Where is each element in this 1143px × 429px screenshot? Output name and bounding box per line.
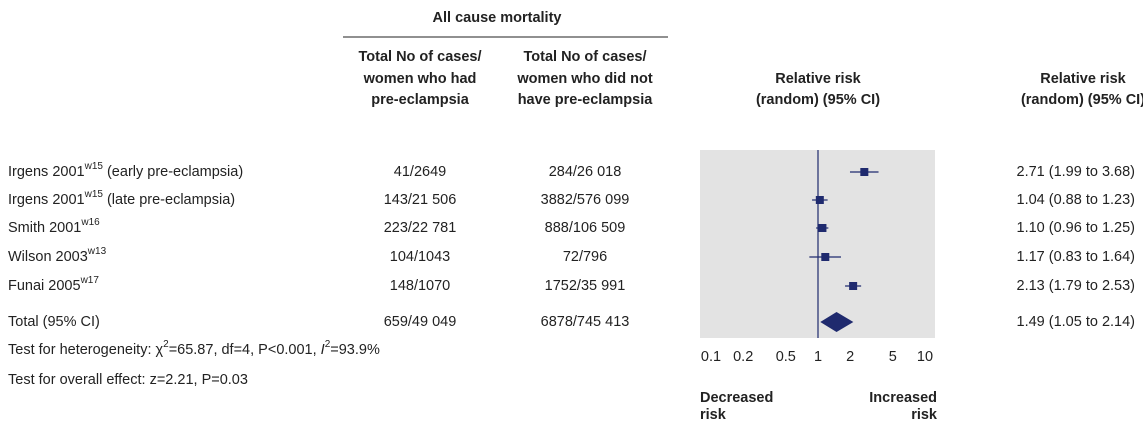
point-estimate bbox=[860, 168, 869, 176]
column-header: Relative risk bbox=[775, 71, 861, 87]
study-ref: w15 bbox=[84, 161, 104, 172]
study-ref: w15 bbox=[84, 189, 104, 200]
study-label: Irgens 2001w15 (early pre-eclampsia) bbox=[8, 161, 243, 180]
cases-pe: 148/1070 bbox=[390, 278, 450, 294]
column-header: Total No of cases/ bbox=[523, 49, 646, 65]
x-tick-label: 0.2 bbox=[733, 349, 753, 365]
x-tick-label: 5 bbox=[889, 349, 897, 365]
study-name: Wilson 2003 bbox=[8, 249, 88, 265]
x-tick-label: 0.5 bbox=[776, 349, 796, 365]
heterogeneity-part: 2 bbox=[163, 339, 169, 350]
column-header: pre-eclampsia bbox=[371, 92, 469, 108]
x-tick-label: 0.1 bbox=[701, 349, 721, 365]
study-ref: w13 bbox=[87, 246, 107, 257]
left-axis-label: Decreased bbox=[700, 390, 773, 406]
cases-no: 284/26 018 bbox=[549, 164, 622, 180]
cases-no: 3882/576 099 bbox=[541, 192, 630, 208]
heterogeneity-part: =93.9% bbox=[330, 342, 380, 358]
study-ref: w17 bbox=[80, 275, 100, 286]
x-tick-label: 2 bbox=[846, 349, 854, 365]
total-label: Total (95% CI) bbox=[8, 314, 100, 330]
study-note: (early pre-eclampsia) bbox=[103, 164, 243, 180]
study-label: Smith 2001w16 bbox=[8, 217, 100, 236]
column-header: Relative risk bbox=[1040, 71, 1126, 87]
rr-label: 2.13 (1.79 to 2.53) bbox=[1017, 278, 1136, 294]
study-label: Funai 2005w17 bbox=[8, 275, 99, 294]
group-header: All cause mortality bbox=[433, 10, 562, 26]
heterogeneity-part: I bbox=[321, 342, 325, 358]
cases-no: 1752/35 991 bbox=[545, 278, 626, 294]
heterogeneity-part: =65.87, df=4, P<0.001, bbox=[169, 342, 321, 358]
cases-no: 72/796 bbox=[563, 249, 607, 265]
cases-pe: 104/1043 bbox=[390, 249, 450, 265]
x-tick-label: 1 bbox=[814, 349, 822, 365]
study-ref: w16 bbox=[80, 217, 100, 228]
total-cases-no: 6878/745 413 bbox=[541, 314, 630, 330]
point-estimate bbox=[815, 196, 824, 204]
column-header: (random) (95% CI) bbox=[756, 92, 880, 108]
study-label: Wilson 2003w13 bbox=[8, 246, 107, 265]
column-header: have pre-eclampsia bbox=[518, 92, 654, 108]
point-estimate bbox=[849, 282, 858, 290]
x-tick-label: 10 bbox=[917, 349, 933, 365]
study-name: Irgens 2001 bbox=[8, 164, 85, 180]
right-axis-label: risk bbox=[911, 407, 938, 423]
heterogeneity-part: 2 bbox=[325, 339, 331, 350]
study-name: Irgens 2001 bbox=[8, 192, 85, 208]
point-estimate bbox=[818, 224, 827, 232]
rr-label: 2.71 (1.99 to 3.68) bbox=[1017, 164, 1136, 180]
total-diamond bbox=[820, 312, 854, 332]
overall-effect: Test for overall effect: z=2.21, P=0.03 bbox=[8, 372, 248, 388]
cases-no: 888/106 509 bbox=[545, 220, 626, 236]
study-note: (late pre-eclampsia) bbox=[103, 192, 235, 208]
column-header: (random) (95% CI) bbox=[1021, 92, 1143, 108]
cases-pe: 143/21 506 bbox=[384, 192, 457, 208]
column-header: women who did not bbox=[516, 71, 652, 87]
total-cases-pe: 659/49 049 bbox=[384, 314, 457, 330]
point-estimate bbox=[821, 253, 830, 261]
total-rr-label: 1.49 (1.05 to 2.14) bbox=[1017, 314, 1136, 330]
column-header: Total No of cases/ bbox=[358, 49, 481, 65]
study-label: Irgens 2001w15 (late pre-eclampsia) bbox=[8, 189, 235, 208]
cases-pe: 223/22 781 bbox=[384, 220, 457, 236]
rr-label: 1.17 (0.83 to 1.64) bbox=[1017, 249, 1136, 265]
rr-label: 1.04 (0.88 to 1.23) bbox=[1017, 192, 1136, 208]
heterogeneity-part: Test for heterogeneity: χ bbox=[8, 342, 163, 358]
study-name: Funai 2005 bbox=[8, 278, 81, 294]
left-axis-label: risk bbox=[700, 407, 727, 423]
study-name: Smith 2001 bbox=[8, 220, 81, 236]
heterogeneity: Test for heterogeneity: χ2=65.87, df=4, … bbox=[8, 339, 380, 358]
column-header: women who had bbox=[363, 71, 477, 87]
rr-label: 1.10 (0.96 to 1.25) bbox=[1017, 220, 1136, 236]
cases-pe: 41/2649 bbox=[394, 164, 446, 180]
right-axis-label: Increased bbox=[869, 390, 937, 406]
